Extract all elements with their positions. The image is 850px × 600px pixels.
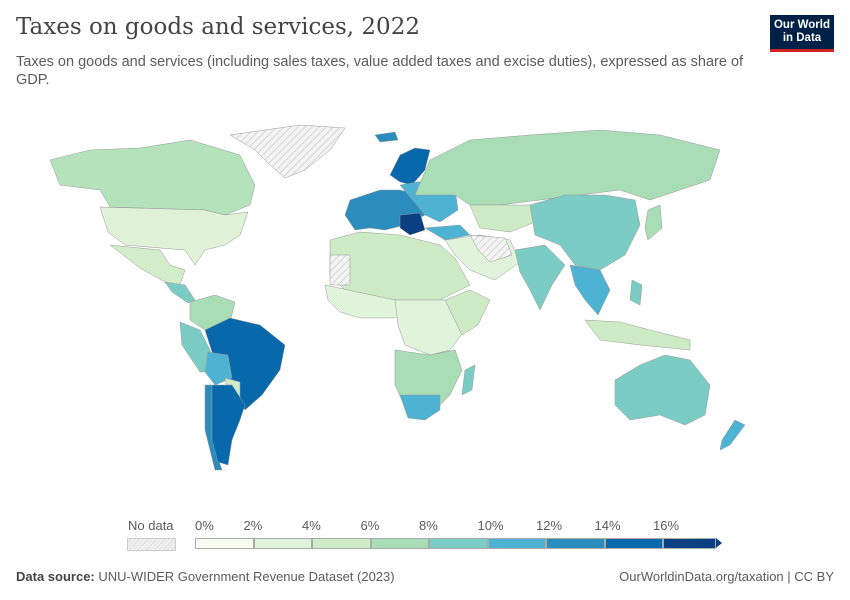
region-madagascar	[461, 364, 476, 396]
legend-bin	[312, 538, 371, 549]
region-southeast-asia	[569, 264, 611, 316]
logo-text: in Data	[782, 32, 822, 44]
source-label: Data source:	[16, 569, 95, 584]
legend-no-data-swatch	[127, 538, 176, 551]
page-subtitle: Taxes on goods and services (including s…	[16, 54, 744, 88]
region-south-africa	[399, 394, 441, 421]
legend-tick-label: 6%	[360, 518, 380, 533]
region-greenland	[229, 124, 346, 179]
logo-text: Our World	[773, 19, 830, 31]
region-japan	[644, 204, 663, 241]
legend-tick-label: 16%	[653, 518, 680, 533]
region-east-africa	[444, 289, 491, 336]
legend-bin	[663, 538, 716, 549]
legend-tick-label: 0%	[195, 518, 214, 533]
region-china	[529, 194, 641, 271]
region-north-africa	[329, 231, 471, 301]
region-balkans	[399, 212, 426, 236]
region-indonesia	[584, 319, 691, 351]
data-source: Data source: UNU-WIDER Government Revenu…	[16, 569, 395, 584]
region-kazakhstan	[469, 204, 536, 233]
region-new-zealand	[719, 419, 746, 451]
region-central-america	[164, 281, 196, 304]
region-western-sahara	[329, 254, 351, 286]
region-india	[514, 244, 566, 311]
legend-tick-label: 8%	[419, 518, 438, 533]
region-iran	[469, 234, 513, 263]
source-text: UNU-WIDER Government Revenue Dataset (20…	[98, 569, 395, 584]
legend-tick-label: 4%	[302, 518, 321, 533]
region-mexico	[109, 244, 186, 286]
page-title: Taxes on goods and services, 2022	[16, 14, 420, 40]
color-legend: No data 0% 2% 4% 6% 8% 10% 12% 14% 16%	[0, 515, 850, 555]
region-usa	[99, 206, 249, 266]
region-argentina	[211, 384, 246, 466]
legend-bin	[253, 538, 312, 549]
region-scandinavia	[389, 147, 431, 186]
legend-bin	[487, 538, 546, 549]
footer-link[interactable]: OurWorldinData.org/taxation | CC BY	[619, 569, 834, 584]
legend-bin	[429, 538, 488, 549]
owid-logo[interactable]: Our World in Data	[770, 15, 834, 52]
legend-tick-label: 12%	[536, 518, 563, 533]
legend-tick-label: 10%	[477, 518, 504, 533]
legend-no-data-label: No data	[128, 518, 174, 533]
legend-tick-label: 2%	[243, 518, 263, 533]
legend-tick-label: 14%	[594, 518, 621, 533]
legend-bin	[604, 538, 663, 549]
region-bolivia	[204, 351, 233, 386]
legend-arrow	[715, 538, 722, 548]
world-map	[49, 124, 746, 471]
legend-bin	[195, 538, 254, 549]
region-canada	[49, 139, 256, 216]
region-iceland	[374, 131, 399, 143]
region-australia	[614, 354, 711, 426]
legend-bin	[546, 538, 605, 549]
legend-bin	[370, 538, 429, 549]
region-russia	[414, 129, 721, 206]
region-philippines	[629, 279, 643, 306]
